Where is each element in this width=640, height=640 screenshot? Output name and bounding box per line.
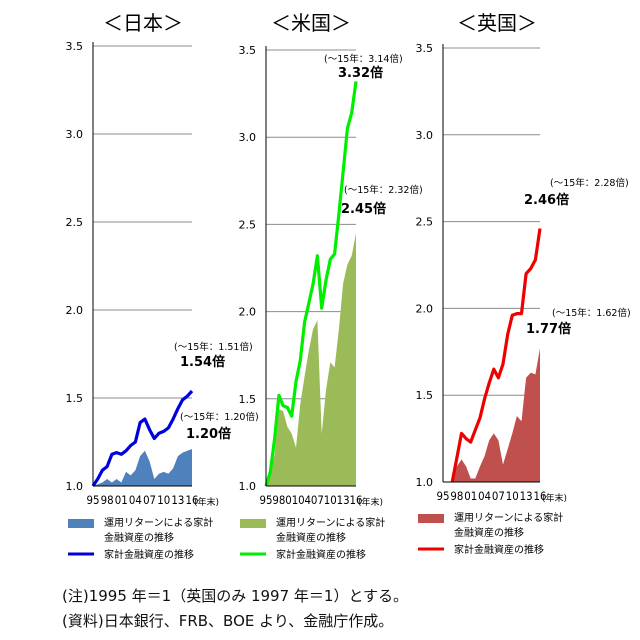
y-tick-label: 2.0	[416, 302, 434, 315]
legend-label-line: 家計金融資産の推移	[104, 548, 194, 561]
annotation-value: 1.54倍	[180, 354, 225, 370]
x-tick-label: 10	[506, 489, 519, 503]
x-axis-unit: (年末)	[542, 492, 567, 504]
y-tick-label: 2.5	[66, 216, 84, 229]
y-tick-label: 1.5	[416, 389, 434, 402]
legend-swatch-area	[240, 519, 266, 528]
x-tick-label: 95	[260, 493, 273, 507]
series-line-household-assets	[91, 389, 194, 487]
x-tick-label: 98	[272, 493, 285, 507]
x-tick-label: 04	[298, 493, 311, 507]
legend-swatch-area	[418, 514, 444, 523]
x-tick-label: 13	[171, 493, 184, 507]
y-tick-label: 3.0	[239, 131, 257, 144]
x-tick-label: 16	[534, 489, 547, 503]
annotation-value: 3.32倍	[338, 65, 383, 81]
legend-label-area-cont: 金融資産の推移	[454, 526, 524, 539]
chart-title: ＜米国＞	[271, 11, 351, 35]
y-tick-label: 3.5	[239, 44, 257, 57]
legend-label-area-cont: 金融資産の推移	[276, 531, 346, 544]
x-tick-label: 13	[337, 493, 350, 507]
legend-label-area-cont: 金融資産の推移	[104, 531, 174, 544]
annotation-note: (～15年：3.14倍)	[324, 53, 403, 65]
x-tick-label: 95	[437, 489, 450, 503]
chart-title: ＜英国＞	[457, 11, 537, 35]
series-area-investment-return	[93, 449, 192, 486]
x-tick-label: 98	[101, 493, 114, 507]
y-tick-label: 2.0	[66, 304, 84, 317]
chart-title: ＜日本＞	[103, 11, 183, 35]
y-tick-label: 2.0	[239, 306, 257, 319]
y-tick-label: 1.5	[239, 393, 257, 406]
legend-label-area: 運用リターンによる家計	[454, 511, 563, 524]
x-tick-label: 04	[478, 489, 491, 503]
x-tick-label: 16	[350, 493, 363, 507]
annotation-value: 1.20倍	[186, 426, 231, 442]
series-area-investment-return	[266, 233, 356, 486]
annotation-value: 2.46倍	[524, 192, 569, 208]
annotation-note: (～15年：2.28倍)	[550, 177, 629, 189]
y-tick-label: 2.5	[416, 216, 434, 229]
x-tick-label: 07	[492, 489, 505, 503]
y-tick-label: 3.5	[66, 40, 84, 53]
y-tick-label: 3.0	[66, 128, 84, 141]
x-tick-label: 10	[324, 493, 337, 507]
x-tick-label: 07	[311, 493, 324, 507]
y-tick-label: 3.5	[416, 42, 434, 55]
x-tick-label: 01	[115, 493, 128, 507]
x-tick-label: 98	[450, 489, 463, 503]
x-tick-label: 13	[520, 489, 533, 503]
series-area-investment-return	[452, 348, 540, 482]
x-tick-label: 95	[87, 493, 100, 507]
series-line-household-assets	[264, 81, 358, 487]
legend-label-line: 家計金融資産の推移	[454, 543, 544, 556]
y-tick-label: 1.0	[416, 476, 434, 489]
legend-label-area: 運用リターンによる家計	[104, 516, 213, 529]
annotation-note: (～15年：1.62倍)	[552, 307, 631, 319]
series-line-household-assets	[450, 228, 542, 483]
legend-label-area: 運用リターンによる家計	[276, 516, 385, 529]
y-tick-label: 1.5	[66, 392, 84, 405]
annotation-note: (～15年：1.51倍)	[174, 341, 253, 353]
footnote-source: (資料)日本銀行、FRB、BOE より、金融庁作成。	[62, 612, 394, 630]
footnote-note: (注)1995 年＝1（英国のみ 1997 年＝1）とする。	[62, 587, 408, 605]
annotation-note: (～15年：1.20倍)	[180, 411, 259, 423]
x-axis-unit: (年末)	[358, 496, 383, 508]
x-tick-label: 01	[464, 489, 477, 503]
legend-label-line: 家計金融資産の推移	[276, 548, 366, 561]
x-tick-label: 10	[157, 493, 170, 507]
x-tick-label: 04	[129, 493, 142, 507]
x-axis-unit: (年末)	[194, 496, 219, 508]
y-tick-label: 1.0	[66, 480, 84, 493]
y-tick-label: 3.0	[416, 129, 434, 142]
y-tick-label: 1.0	[239, 480, 257, 493]
y-tick-label: 2.5	[239, 218, 257, 231]
annotation-value: 1.77倍	[526, 321, 571, 337]
legend-swatch-area	[68, 519, 94, 528]
annotation-value: 2.45倍	[341, 201, 386, 217]
annotation-note: (～15年：2.32倍)	[344, 184, 423, 196]
x-tick-label: 16	[186, 493, 199, 507]
x-tick-label: 07	[143, 493, 156, 507]
x-tick-label: 01	[285, 493, 298, 507]
